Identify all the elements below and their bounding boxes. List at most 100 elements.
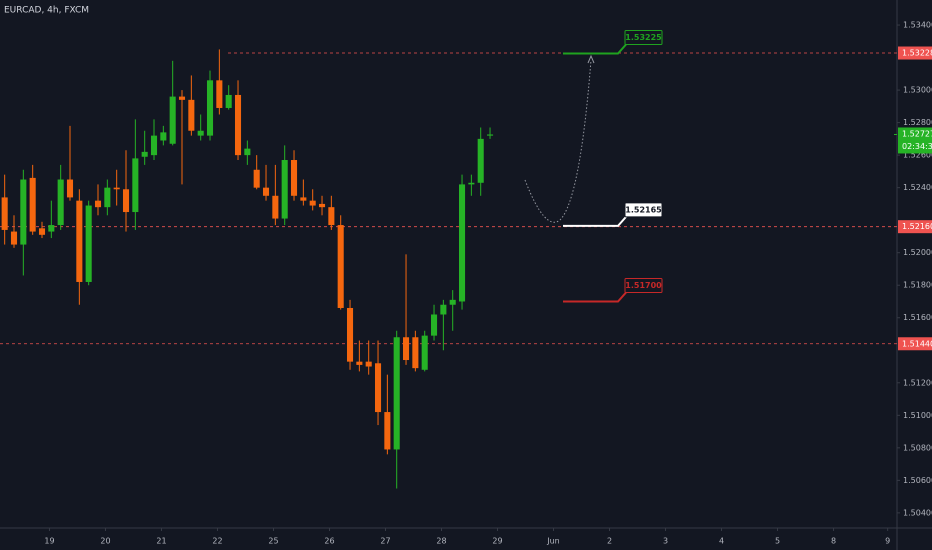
x-tick-label: 8 (831, 537, 836, 546)
candle-body (234, 94, 242, 156)
target-box (624, 202, 663, 218)
target-box (624, 29, 663, 45)
candle-body (1, 197, 8, 230)
y-tick-label: 1.51800 (903, 281, 932, 290)
candle-body (318, 203, 326, 208)
y-tick-label: 1.50600 (903, 476, 932, 485)
projection-curve (524, 59, 592, 223)
candle-body (48, 225, 55, 232)
price-label: 1.51440 (902, 339, 932, 348)
candle-body (440, 304, 447, 315)
x-tick-label: 5 (775, 537, 780, 546)
candle-body (29, 177, 36, 232)
target-box (624, 277, 663, 293)
candle-body (150, 135, 158, 156)
target-line (563, 43, 627, 55)
last-price-box (898, 127, 932, 154)
candle-body (356, 361, 363, 365)
candle-body (169, 96, 176, 144)
last-price-label: 1.52727 (902, 129, 932, 138)
x-tick-label: 21 (156, 537, 166, 546)
candle-body (122, 189, 130, 213)
target-label: 1.51700 (625, 281, 662, 290)
x-tick-label: 22 (212, 537, 222, 546)
candle-body (272, 195, 279, 219)
candle-body (309, 200, 316, 206)
candle-body (487, 134, 494, 136)
target-line (563, 291, 627, 303)
y-tick-label: 1.50800 (903, 443, 932, 452)
y-tick-label: 1.51200 (903, 378, 932, 387)
x-tick-label: Jun (546, 537, 560, 546)
candle-body (393, 337, 400, 450)
price-label-box (898, 337, 932, 351)
x-tick-label: 20 (100, 537, 110, 546)
candle-body (197, 130, 204, 136)
candle-body (281, 160, 288, 219)
y-tick-label: 1.51600 (903, 313, 932, 322)
candle-body (346, 307, 354, 362)
x-tick-label: 29 (492, 537, 502, 546)
candle-body (337, 225, 344, 308)
candle-body (160, 132, 167, 141)
candle-body (216, 80, 223, 108)
x-tick-label: 25 (268, 537, 278, 546)
candle-body (85, 205, 92, 282)
price-label-box (898, 220, 932, 234)
target-label: 1.52165 (625, 205, 662, 214)
candle-body (262, 187, 270, 196)
candle-body (374, 363, 382, 413)
y-tick-label: 1.53000 (903, 86, 932, 95)
candle-body (113, 187, 120, 190)
y-tick-label: 1.51000 (903, 411, 932, 420)
candle-body (94, 200, 102, 208)
candle-body (10, 231, 18, 245)
x-tick-label: 27 (380, 537, 390, 546)
target-line (563, 216, 627, 227)
candle-body (402, 337, 410, 361)
x-tick-label: 4 (719, 537, 724, 546)
y-tick-label: 1.52600 (903, 151, 932, 160)
x-tick-label: 3 (663, 537, 668, 546)
candle-body (365, 361, 372, 367)
x-tick-label: 2 (607, 537, 612, 546)
candle-body (449, 299, 456, 305)
candle-body (412, 337, 419, 369)
y-tick-label: 1.52800 (903, 118, 932, 127)
y-tick-label: 1.52000 (903, 248, 932, 257)
candle-body (132, 158, 139, 213)
price-label-box (898, 46, 932, 60)
candle-body (477, 138, 484, 183)
x-tick-label: 26 (324, 537, 334, 546)
y-tick-label: 1.53400 (903, 21, 932, 30)
candle-body (141, 151, 148, 157)
y-tick-label: 1.50400 (903, 508, 932, 517)
chart-title: EURCAD, 4h, FXCM (4, 6, 89, 16)
candle-body (76, 200, 83, 282)
candle-body (57, 179, 64, 226)
candle-body (459, 184, 466, 302)
candle-body (206, 80, 214, 136)
candle-body (188, 99, 195, 131)
candle-body (253, 169, 260, 188)
target-label: 1.53225 (625, 33, 662, 42)
x-tick-label: 19 (44, 537, 54, 546)
candle-body (384, 412, 391, 450)
candle-body (66, 179, 74, 198)
x-tick-label: 28 (436, 537, 446, 546)
candle-body (421, 335, 428, 370)
candle-body (104, 187, 111, 208)
candle-body (328, 207, 335, 226)
y-tick-label: 1.52400 (903, 183, 932, 192)
countdown: 02:34:33 (902, 142, 932, 151)
candle-body (244, 148, 251, 156)
candle-body (225, 94, 232, 108)
candle-body (38, 228, 46, 235)
projection-arrow (587, 54, 595, 64)
candle-body (290, 160, 298, 196)
candle-body (20, 179, 27, 245)
candle-body (430, 314, 438, 336)
